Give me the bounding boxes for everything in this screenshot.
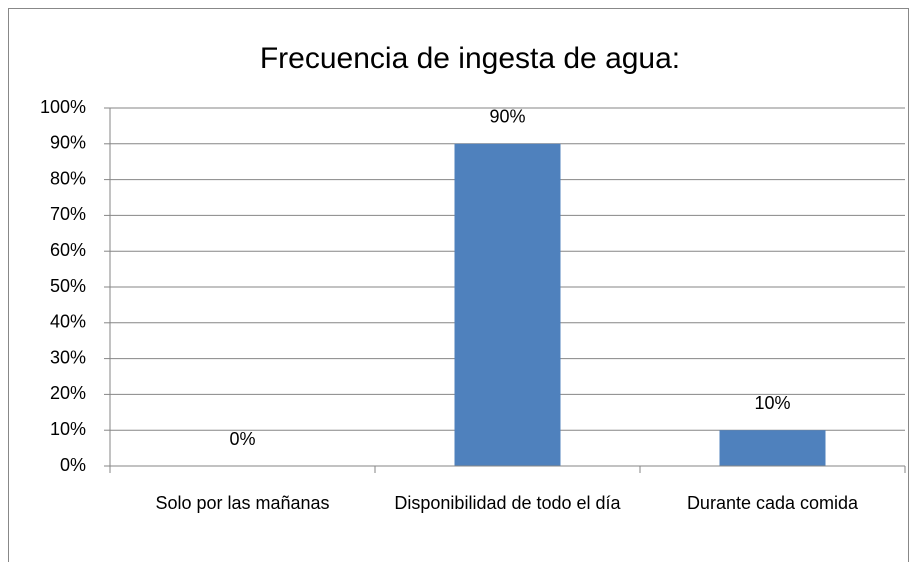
y-tick-label: 70%: [50, 204, 86, 224]
y-tick-label: 0%: [60, 455, 86, 475]
y-tick-label: 60%: [50, 240, 86, 260]
x-tick-label: Durante cada comida: [686, 493, 859, 513]
y-tick-label: 90%: [50, 133, 86, 153]
y-tick-label: 100%: [40, 97, 86, 117]
value-label: 0%: [229, 429, 255, 449]
bar: [454, 143, 561, 467]
value-label: 90%: [489, 107, 525, 127]
y-tick-label: 50%: [50, 276, 86, 296]
x-tick-label: Disponibilidad de todo el día: [394, 493, 621, 513]
y-tick-label: 80%: [50, 168, 86, 188]
y-tick-label: 20%: [50, 383, 86, 403]
value-label: 10%: [754, 393, 790, 413]
chart-title: Frecuencia de ingesta de agua:: [260, 42, 680, 75]
y-tick-label: 40%: [50, 312, 86, 332]
bar: [719, 430, 826, 466]
y-tick-label: 30%: [50, 347, 86, 367]
y-tick-label: 10%: [50, 419, 86, 439]
x-tick-label: Solo por las mañanas: [155, 493, 330, 513]
chart-border: [8, 8, 909, 562]
